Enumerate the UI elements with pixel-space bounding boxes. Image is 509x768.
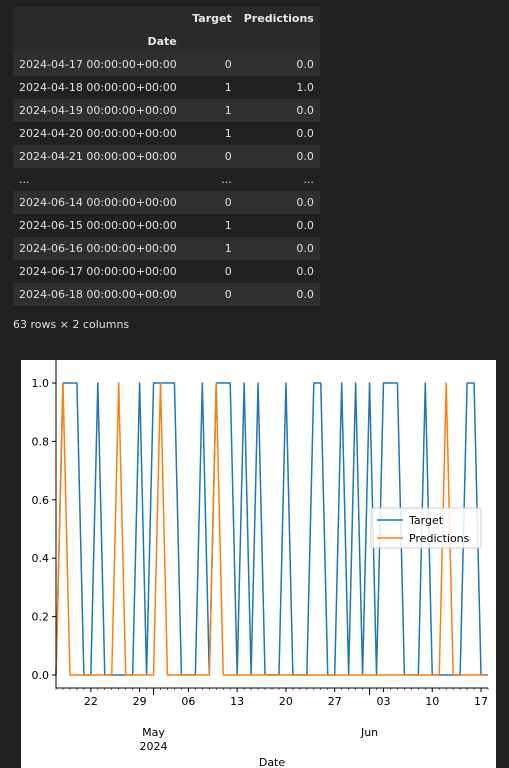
column-header-row: Target Predictions (13, 7, 320, 30)
target-cell: 1 (182, 99, 238, 122)
x-tick-label: 29 (133, 695, 147, 708)
x-tick-label: 27 (328, 695, 342, 708)
x-tick-label: 06 (181, 695, 195, 708)
target-cell: 1 (182, 76, 238, 99)
table-row: 2024-06-17 00:00:00+00:00 0 0.0 (13, 260, 320, 283)
predictions-cell: 0.0 (237, 53, 320, 76)
table-row: 2024-04-18 00:00:00+00:00 1 1.0 (13, 76, 320, 99)
index-cell: 2024-04-19 00:00:00+00:00 (13, 99, 183, 122)
table-body: 2024-04-17 00:00:00+00:00 0 0.0 2024-04-18 … (13, 53, 320, 306)
x-tick-label: 13 (230, 695, 244, 708)
predictions-cell: 1.0 (237, 76, 320, 99)
legend-label-target: Target (408, 514, 444, 527)
column-header-predictions: Predictions (237, 7, 320, 30)
y-tick-label: 0.8 (32, 435, 50, 448)
target-cell: 1 (182, 122, 238, 145)
y-tick-label: 0.0 (32, 669, 50, 682)
target-cell: 0 (182, 145, 238, 168)
predictions-cell: 0.0 (237, 145, 320, 168)
predictions-cell: ... (237, 168, 320, 191)
index-cell: 2024-04-20 00:00:00+00:00 (13, 122, 183, 145)
predictions-cell: 0.0 (237, 237, 320, 260)
table-row: 2024-04-17 00:00:00+00:00 0 0.0 (13, 53, 320, 76)
x-month-label: May (142, 726, 165, 739)
target-cell: 0 (182, 191, 238, 214)
table-row: 2024-06-14 00:00:00+00:00 0 0.0 (13, 191, 320, 214)
legend-label-predictions: Predictions (409, 532, 470, 545)
predictions-cell: 0.0 (237, 283, 320, 306)
table-row: 2024-06-18 00:00:00+00:00 0 0.0 (13, 283, 320, 306)
index-cell: 2024-04-18 00:00:00+00:00 (13, 76, 183, 99)
index-cell: 2024-06-17 00:00:00+00:00 (13, 260, 183, 283)
dataframe-shape: 63 rows × 2 columns (13, 318, 130, 331)
index-header-row: Date (13, 30, 320, 53)
index-name: Date (13, 30, 183, 53)
corner-cell (13, 7, 183, 30)
index-cell: ... (13, 168, 183, 191)
x-tick-label: 10 (425, 695, 439, 708)
y-tick-label: 0.2 (32, 611, 50, 624)
chart-svg: 0.0 0.2 0.4 0.6 0.8 1.0 22 29 06 13 20 27 03 10 17 May2… (32, 360, 489, 768)
line-chart: 0.0 0.2 0.4 0.6 0.8 1.0 22 29 06 13 20 27 03 10 17 May 2… (21, 360, 496, 768)
index-cell: 2024-06-15 00:00:00+00:00 (13, 214, 183, 237)
x-tick-label: 20 (279, 695, 293, 708)
target-cell: ... (182, 168, 238, 191)
table-row: ......... (13, 168, 320, 191)
predictions-cell: 0.0 (237, 260, 320, 283)
series-line-predictions (55, 382, 488, 676)
x-axis-label: Date (259, 756, 286, 768)
y-tick-label: 0.6 (32, 494, 50, 507)
column-header-target: Target (182, 7, 238, 30)
index-cell: 2024-04-21 00:00:00+00:00 (13, 145, 183, 168)
table-row: 2024-06-16 00:00:00+00:00 1 0.0 (13, 237, 320, 260)
index-cell: 2024-04-17 00:00:00+00:00 (13, 53, 183, 76)
index-cell: 2024-06-14 00:00:00+00:00 (13, 191, 183, 214)
y-tick-label: 0.4 (32, 552, 50, 565)
predictions-cell: 0.0 (237, 122, 320, 145)
table-row: 2024-06-15 00:00:00+00:00 1 0.0 (13, 214, 320, 237)
target-cell: 0 (182, 260, 238, 283)
x-year-label: 2024 (140, 740, 168, 753)
target-cell: 1 (182, 237, 238, 260)
x-tick-label: 22 (84, 695, 98, 708)
x-month-label: Jun (360, 726, 378, 739)
x-tick-label: 03 (376, 695, 390, 708)
predictions-cell: 0.0 (237, 99, 320, 122)
dataframe-table: Target Predictions Date 2024-04-17 00:00… (13, 7, 320, 306)
table-row: 2024-04-21 00:00:00+00:00 0 0.0 (13, 145, 320, 168)
x-tick-label: 17 (474, 695, 488, 708)
index-cell: 2024-06-16 00:00:00+00:00 (13, 237, 183, 260)
predictions-cell: 0.0 (237, 214, 320, 237)
y-tick-label: 1.0 (32, 377, 50, 390)
table-row: 2024-04-20 00:00:00+00:00 1 0.0 (13, 122, 320, 145)
target-cell: 0 (182, 283, 238, 306)
table-row: 2024-04-19 00:00:00+00:00 1 0.0 (13, 99, 320, 122)
target-cell: 0 (182, 53, 238, 76)
predictions-cell: 0.0 (237, 191, 320, 214)
index-cell: 2024-06-18 00:00:00+00:00 (13, 283, 183, 306)
target-cell: 1 (182, 214, 238, 237)
